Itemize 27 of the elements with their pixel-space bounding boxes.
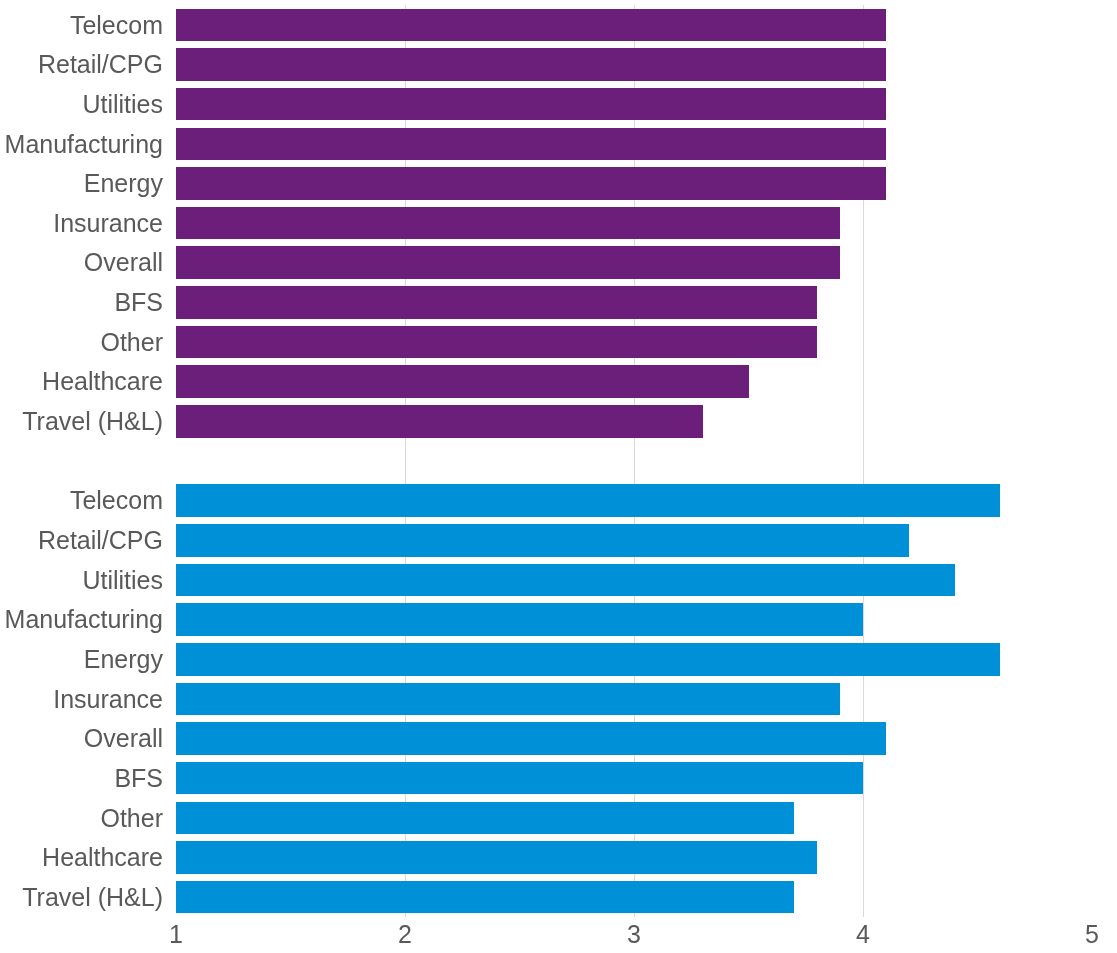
y-tick-label: Retail/CPG: [37, 50, 163, 79]
y-tick-label: Utilities: [82, 89, 163, 118]
y-tick-label: Utilities: [82, 565, 163, 594]
y-tick-label: Energy: [83, 645, 164, 674]
y-tick-label: Telecom: [69, 486, 163, 515]
y-tick-label: BFS: [114, 288, 163, 317]
y-tick-label: Retail/CPG: [37, 526, 163, 555]
y-tick-label: Telecom: [69, 10, 163, 39]
x-tick-label: 1: [169, 920, 183, 948]
y-tick-label: Other: [100, 803, 163, 832]
y-tick-label: Energy: [83, 169, 164, 198]
x-tick-label: 5: [1085, 920, 1099, 948]
y-tick-label: Healthcare: [42, 367, 163, 396]
y-tick-label: Overall: [83, 248, 163, 277]
y-tick-label: Insurance: [53, 208, 163, 237]
y-tick-label: BFS: [114, 763, 163, 792]
x-tick-label: 3: [627, 920, 641, 948]
y-tick-label: Manufacturing: [4, 129, 163, 158]
y-tick-label: Insurance: [53, 684, 163, 713]
x-tick-label: 2: [398, 920, 412, 948]
y-tick-label: Other: [100, 327, 163, 356]
y-tick-label: Manufacturing: [4, 605, 163, 634]
y-tick-label: Overall: [83, 724, 163, 753]
y-tick-label: Travel (H&L): [22, 882, 163, 911]
y-tick-label: Healthcare: [42, 843, 163, 872]
y-tick-label: Travel (H&L): [22, 407, 163, 436]
x-tick-label: 4: [856, 920, 871, 948]
